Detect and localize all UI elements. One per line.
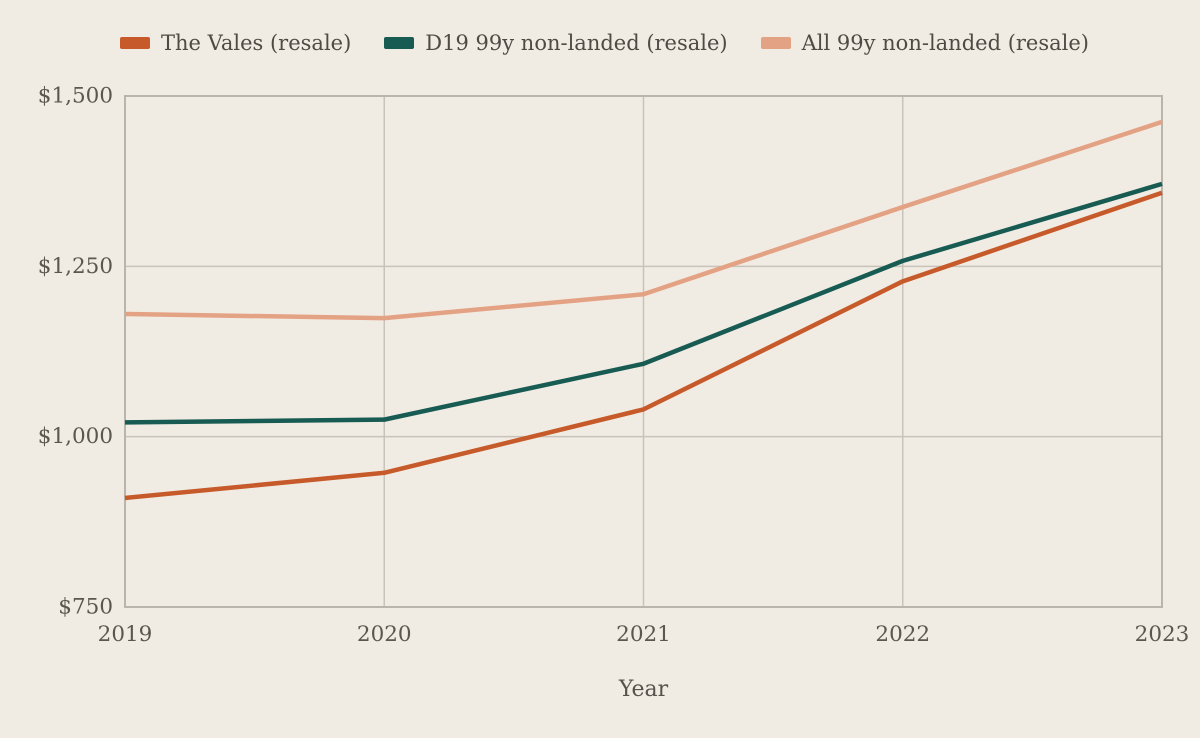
x-tick-label: 2021 [616,622,671,647]
legend-item-d19-99y-non-landed: D19 99y non-landed (resale) [384,31,728,55]
y-tick-label: $750 [58,595,113,620]
x-tick-label: 2023 [1135,622,1190,647]
y-tick-label: $1,000 [38,424,113,449]
legend-swatch-d19-99y-non-landed-icon [384,37,415,49]
series-line-2 [124,119,1163,321]
x-axis-title: Year [618,677,669,702]
legend-label-d19-99y-non-landed: D19 99y non-landed (resale) [425,31,728,55]
legend-item-all-99y-non-landed: All 99y non-landed (resale) [760,31,1089,55]
series-line-1 [124,181,1163,425]
x-tick-label: 2022 [875,622,930,647]
legend-swatch-the-vales-icon [120,37,150,49]
legend-item-the-vales: The Vales (resale) [120,31,351,55]
y-tick-label: $1,500 [38,84,113,109]
y-tick-label: $1,250 [38,254,113,279]
legend-label-all-99y-non-landed: All 99y non-landed (resale) [801,31,1089,55]
plot-border [124,95,1163,608]
x-tick-label: 2019 [98,622,153,647]
legend-label-the-vales: The Vales (resale) [161,31,352,55]
legend-swatch-all-99y-non-landed-icon [760,37,791,49]
x-tick-label: 2020 [357,622,412,647]
chart-legend: The Vales (resale) D19 99y non-landed (r… [120,31,1089,55]
series-line-0 [124,190,1163,501]
